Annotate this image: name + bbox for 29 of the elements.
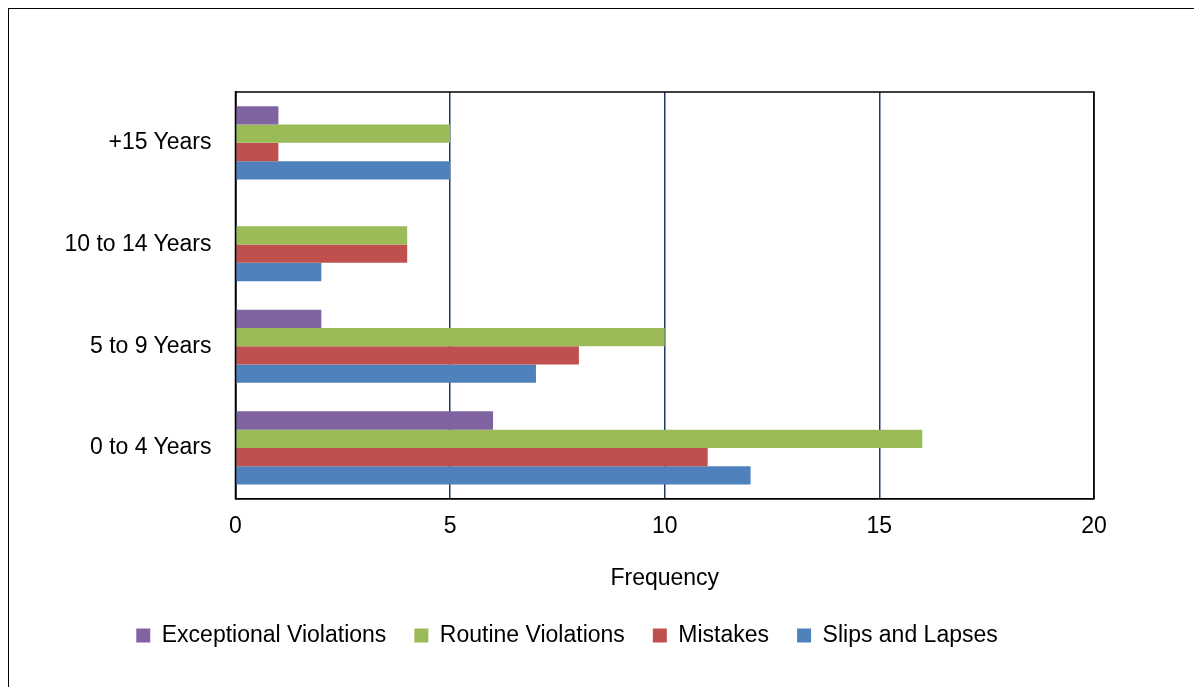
bar — [236, 364, 536, 383]
bar — [236, 309, 322, 328]
bar — [236, 161, 451, 180]
x-tick-label: 5 — [443, 511, 457, 538]
bar — [236, 411, 494, 430]
bar — [236, 327, 665, 347]
x-tick-label: 15 — [866, 511, 893, 538]
legend-label: Slips and Lapses — [822, 620, 998, 647]
x-axis-title: Frequency — [610, 563, 720, 590]
y-tick-label: +15 Years — [108, 128, 212, 155]
x-tick-label: 0 — [229, 511, 242, 538]
bar — [236, 429, 923, 448]
legend-label: Mistakes — [678, 620, 770, 647]
y-tick-label: 5 to 9 Years — [89, 331, 212, 358]
y-tick-label: 0 to 4 Years — [89, 433, 212, 460]
bar — [236, 106, 279, 125]
bar — [236, 466, 751, 485]
bar — [236, 142, 279, 162]
bar — [236, 447, 708, 467]
legend-label: Exceptional Violations — [161, 620, 387, 647]
bar — [236, 262, 322, 282]
bar — [236, 244, 408, 263]
x-tick-label: 20 — [1081, 511, 1107, 538]
bar — [236, 124, 451, 143]
y-tick-label: 10 to 14 Years — [64, 229, 212, 256]
bar — [236, 226, 408, 245]
bar — [236, 346, 579, 365]
legend-label: Routine Violations — [439, 620, 625, 647]
x-tick-label: 10 — [651, 511, 678, 538]
